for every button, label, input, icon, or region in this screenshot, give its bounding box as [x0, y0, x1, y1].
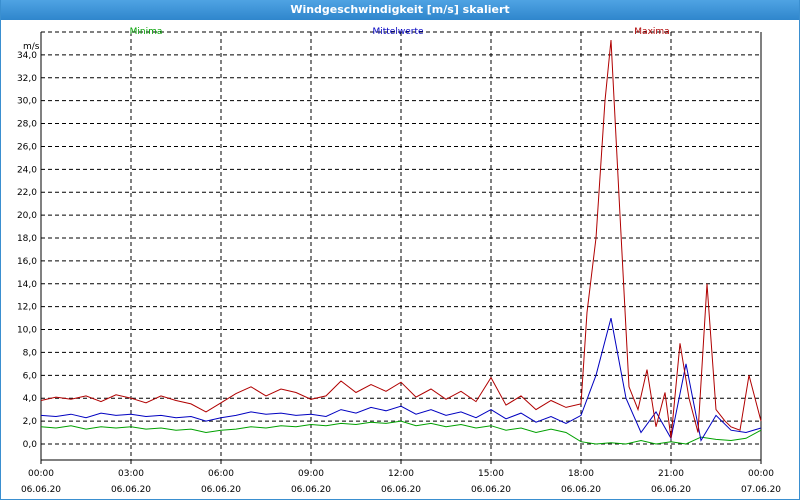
series-line-maxima [40, 39, 762, 439]
x-tick-date: 06.06.20 [21, 485, 61, 495]
y-tick-label: 20,0 [17, 211, 37, 221]
y-tick-label: 16,0 [17, 257, 37, 267]
y-tick-label: 4,0 [23, 394, 38, 404]
series-lines [40, 39, 762, 445]
grid-lines [41, 31, 761, 460]
series-line-minima [40, 420, 762, 445]
legend: Minima Mittelwerte Maxima [130, 27, 670, 37]
y-tick-label: 22,0 [17, 188, 37, 198]
y-tick-label: 28,0 [17, 120, 37, 130]
legend-minima: Minima [130, 27, 163, 37]
x-tick-time: 00:00 [28, 469, 54, 479]
y-tick-label: 32,0 [17, 74, 37, 84]
y-tick-label: 6,0 [23, 371, 38, 381]
y-tick-label: 30,0 [17, 97, 37, 107]
x-tick-date: 06.06.20 [561, 485, 601, 495]
y-tick-label: 10,0 [17, 326, 37, 336]
x-tick-time: 09:00 [298, 469, 324, 479]
y-tick-label: 18,0 [17, 234, 37, 244]
y-tick-label: 24,0 [17, 165, 37, 175]
x-axis-ticks: 00:00 06.06.20 03:00 06.06.20 06:00 06.06.20 0… [21, 460, 781, 495]
y-tick-label: 8,0 [23, 348, 38, 358]
series-line-mittelwerte [40, 317, 762, 442]
x-tick-date: 06.06.20 [381, 485, 421, 495]
x-tick-time: 18:00 [568, 469, 594, 479]
x-tick-time: 00:00 [748, 469, 774, 479]
y-tick-label: 26,0 [17, 142, 37, 152]
y-axis-ticks: 0,0 2,0 4,0 6,0 8,0 10,0 12,0 14,0 16,0 18,0 20,0 2… [17, 51, 37, 450]
legend-maxima: Maxima [634, 27, 669, 37]
x-tick-time: 15:00 [478, 469, 504, 479]
x-tick-date: 06.06.20 [291, 485, 331, 495]
x-tick-time: 06:00 [208, 469, 234, 479]
y-tick-label: 12,0 [17, 303, 37, 313]
window-title: Windgeschwindigkeit [m/s] skaliert [1, 0, 799, 20]
y-tick-label: 14,0 [17, 280, 37, 290]
x-tick-time: 21:00 [658, 469, 684, 479]
y-tick-label: 34,0 [17, 51, 37, 61]
x-tick-date: 07.06.20 [741, 485, 781, 495]
x-tick-date: 06.06.20 [201, 485, 241, 495]
y-tick-label: 2,0 [23, 417, 38, 427]
x-tick-time: 03:00 [118, 469, 144, 479]
y-tick-label: 0,0 [23, 440, 38, 450]
x-tick-time: 12:00 [388, 469, 414, 479]
y-axis-label: m/s [23, 42, 40, 52]
x-tick-date: 06.06.20 [651, 485, 691, 495]
x-tick-date: 06.06.20 [471, 485, 511, 495]
legend-mittelwerte: Mittelwerte [372, 27, 423, 37]
x-tick-date: 06.06.20 [111, 485, 151, 495]
